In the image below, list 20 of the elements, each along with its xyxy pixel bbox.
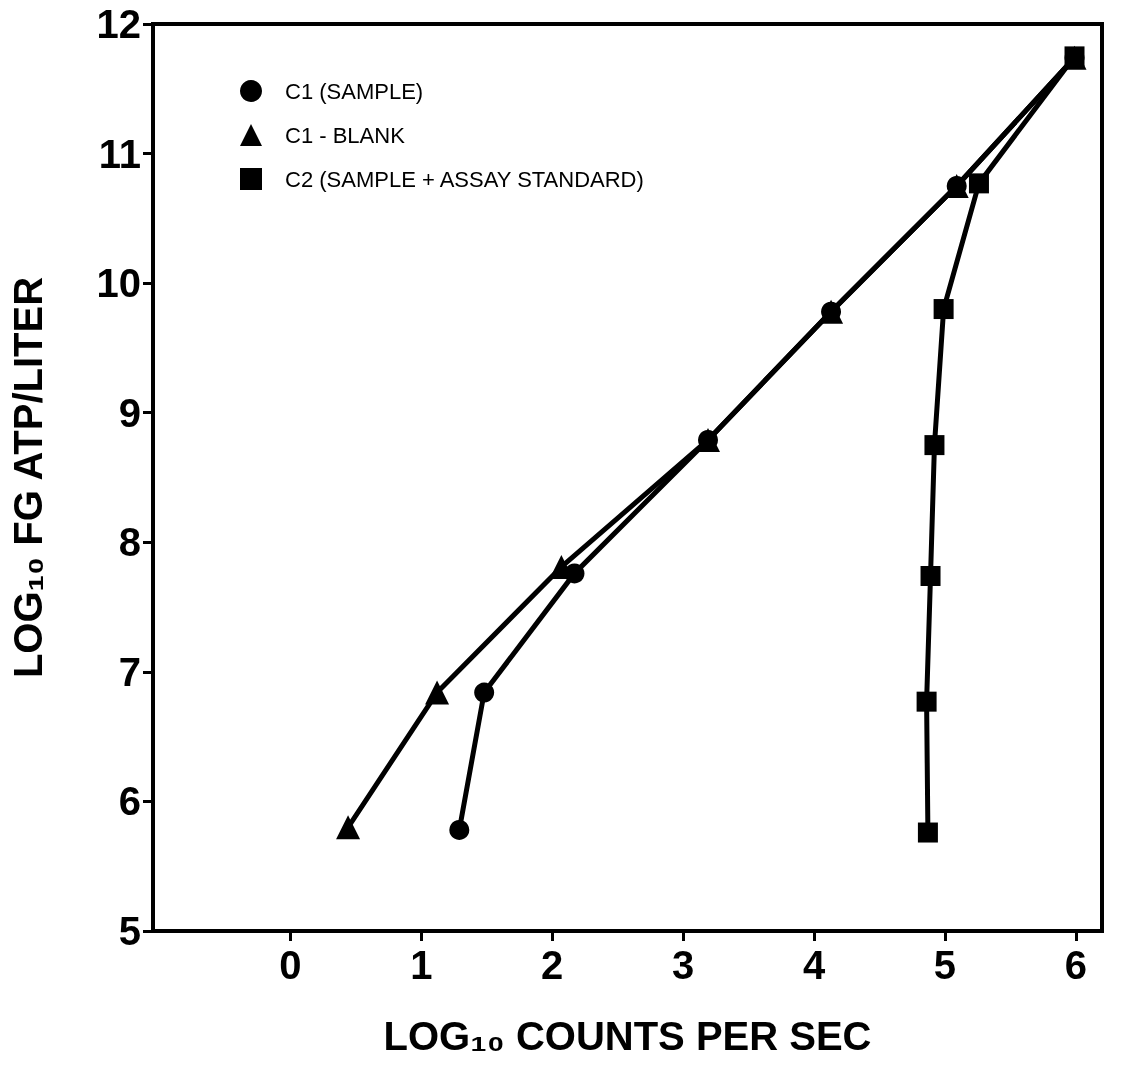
x-axis-title: LOG₁₀ COUNTS PER SEC xyxy=(383,1014,872,1058)
x-tick-label: 3 xyxy=(672,943,695,987)
y-tick-label: 6 xyxy=(118,779,141,824)
x-tick-label: 4 xyxy=(802,943,826,987)
x-tick-label: 2 xyxy=(541,943,564,987)
y-tick-label: 9 xyxy=(118,390,141,435)
y-tick-label: 7 xyxy=(118,649,141,694)
legend-label: C2 (SAMPLE + ASSAY STANDARD) xyxy=(285,166,644,192)
y-tick-label: 10 xyxy=(96,261,141,306)
x-tick-label: 1 xyxy=(410,943,433,987)
x-tick-label: 0 xyxy=(279,943,302,987)
x-tick-label: 5 xyxy=(933,943,957,987)
y-tick-label: 12 xyxy=(96,2,141,46)
y-tick-label: 5 xyxy=(118,909,141,953)
legend-label: C1 (SAMPLE) xyxy=(285,78,424,104)
y-tick-label: 11 xyxy=(98,131,141,176)
legend-label: C1 - BLANK xyxy=(285,122,406,148)
x-tick-label: 6 xyxy=(1064,943,1087,987)
y-tick-label: 8 xyxy=(118,520,141,565)
y-axis-title: LOG₁₀ FG ATP/LITER xyxy=(6,276,50,679)
